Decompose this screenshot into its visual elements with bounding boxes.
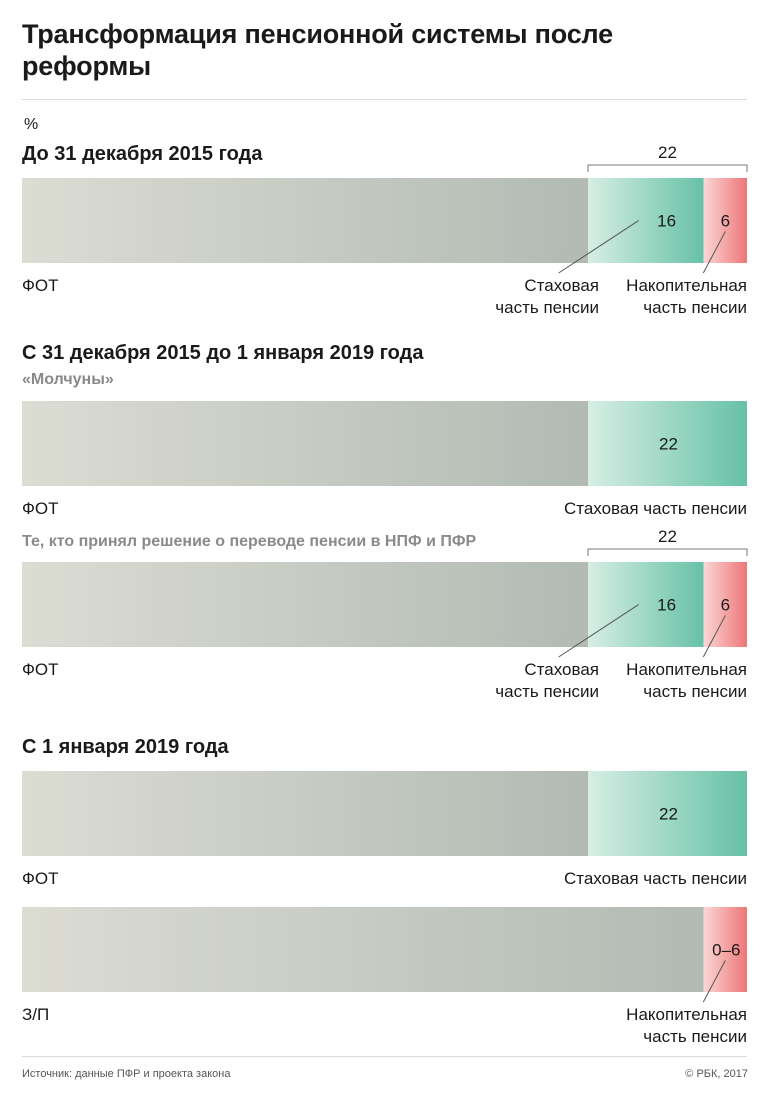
segment-name-label: часть пенсии (495, 298, 599, 317)
leader-line (702, 231, 726, 274)
leader-line (558, 220, 639, 274)
segment-name-label: Стаховая часть пенсии (564, 499, 747, 518)
total-label: 22 (658, 143, 677, 162)
bar-base-label: ФОТ (22, 499, 59, 518)
bar-data-label: 22 (659, 805, 678, 824)
bar-base-segment (22, 562, 588, 647)
segment-name-label: часть пенсии (495, 682, 599, 701)
total-label: 22 (658, 527, 677, 546)
bar-data-label: 6 (721, 212, 730, 231)
segment-name-label: Стаховая часть пенсии (564, 869, 747, 888)
bar-data-label: 6 (721, 596, 730, 615)
copyright: © РБК, 2017 (685, 1068, 748, 1080)
leader-line (702, 615, 726, 658)
bar-segment-funded (703, 562, 747, 647)
unit-label: % (24, 116, 39, 133)
segment-name-label: часть пенсии (643, 298, 747, 317)
leader-line (558, 604, 639, 658)
segment-name-label: Стаховая (524, 276, 599, 295)
section-heading-3: С 1 января 2019 года (22, 736, 229, 758)
bar-segment-insurance (588, 178, 704, 263)
bottom-divider (22, 1056, 747, 1057)
segment-name-label: Накопительная (626, 276, 747, 295)
bar-segment-insurance (588, 562, 704, 647)
segment-name-label: часть пенсии (643, 682, 747, 701)
segment-name-label: Стаховая (524, 660, 599, 679)
total-bracket (587, 548, 748, 556)
source-note: Источник: данные ПФР и проекта закона (22, 1068, 231, 1080)
bar-data-label: 0–6 (712, 941, 740, 960)
group-label-silent: «Молчуны» (22, 371, 114, 388)
bar-segment-insurance (588, 771, 747, 856)
bar-base-label: ФОТ (22, 660, 59, 679)
segment-name-label: Накопительная (626, 1005, 747, 1024)
bar-data-label: 16 (657, 596, 676, 615)
bar-base-label: ФОТ (22, 869, 59, 888)
section-heading-1: До 31 декабря 2015 года (22, 143, 263, 165)
chart-title: Трансформация пенсионной системы после р… (22, 19, 613, 81)
bar-base-segment (22, 401, 588, 486)
top-divider (22, 99, 747, 100)
group-label-transferred: Те, кто принял решение о переводе пенсии… (22, 533, 477, 550)
segment-name-label: Накопительная (626, 660, 747, 679)
section-heading-2: С 31 декабря 2015 до 1 января 2019 года (22, 342, 424, 364)
leader-line (702, 960, 726, 1003)
bar-base-label: ФОТ (22, 276, 59, 295)
total-bracket (587, 164, 748, 172)
bar-data-label: 22 (659, 435, 678, 454)
bar-segment-funded (703, 907, 747, 992)
bar-base-segment (22, 907, 704, 992)
bar-base-segment (22, 771, 588, 856)
bar-base-segment (22, 178, 588, 263)
bar-base-label: З/П (22, 1005, 49, 1024)
segment-name-label: часть пенсии (643, 1027, 747, 1046)
bar-data-label: 16 (657, 212, 676, 231)
bar-segment-insurance (588, 401, 747, 486)
bar-segment-funded (703, 178, 747, 263)
